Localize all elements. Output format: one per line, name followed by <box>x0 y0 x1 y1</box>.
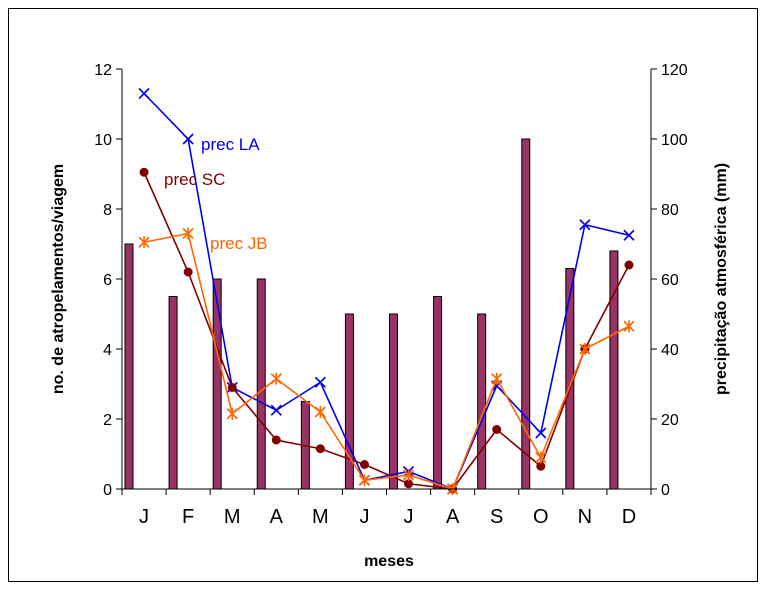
data-point <box>226 407 238 420</box>
bar <box>477 313 487 490</box>
y-tick-label-left: 0 <box>103 482 112 499</box>
x-tick-label: D <box>622 506 636 528</box>
series-label: prec JB <box>210 234 268 253</box>
data-point <box>315 444 325 454</box>
series-prec-jb: prec JB <box>138 227 635 495</box>
line-series: prec LA prec SC prec JB <box>138 87 635 495</box>
x-tick-label: M <box>312 506 329 528</box>
y-tick-label-right: 0 <box>661 482 670 499</box>
y-axis-title-right: precipitação atmosférica (mm) <box>713 163 730 395</box>
bar <box>124 243 134 490</box>
data-point <box>358 474 371 487</box>
data-point <box>314 406 326 418</box>
y-tick-label-left: 12 <box>94 62 112 79</box>
x-tick-label: O <box>533 506 549 528</box>
series-label: prec SC <box>164 170 225 189</box>
y-tick-label-right: 40 <box>661 342 679 359</box>
bar-series <box>124 138 619 490</box>
data-point <box>139 167 149 177</box>
bar <box>433 296 443 490</box>
y-tick-label-left: 8 <box>103 202 112 219</box>
data-point <box>535 451 547 464</box>
data-point <box>270 404 282 416</box>
data-point <box>270 372 282 385</box>
data-point <box>182 227 194 240</box>
chart-frame: prec LA prec SC prec JB 0 2 4 6 8 10 12 0 20 40 60 80… <box>8 8 758 582</box>
data-point <box>402 469 415 481</box>
data-point <box>536 461 546 471</box>
data-point <box>182 133 194 145</box>
y-tick-label-right: 120 <box>661 62 688 79</box>
data-point <box>359 460 369 469</box>
series-line <box>143 92 630 491</box>
data-point <box>623 229 635 241</box>
series-line <box>143 232 630 490</box>
data-point <box>491 372 503 385</box>
data-point <box>535 427 547 439</box>
y-tick-label-right: 60 <box>661 272 679 289</box>
x-tick-label: J <box>359 506 369 528</box>
x-tick-label: J <box>404 506 414 528</box>
bar <box>256 278 266 490</box>
data-point <box>227 383 237 392</box>
data-point <box>624 260 634 270</box>
x-tick-label: A <box>270 506 284 528</box>
y-tick-label-right: 80 <box>661 202 679 219</box>
data-point <box>492 425 502 434</box>
y-tick-label-right: 20 <box>661 412 679 429</box>
y-axis-title-left: no. de atropelamentos/viagem <box>50 164 67 394</box>
y-tick-label-left: 2 <box>103 412 112 429</box>
x-tick-label: J <box>139 506 149 528</box>
x-tick-label: F <box>182 506 194 528</box>
x-tick-label: A <box>446 506 460 528</box>
series-label: prec LA <box>201 135 260 154</box>
data-point <box>579 343 591 355</box>
data-point <box>404 479 414 489</box>
data-point <box>183 267 193 277</box>
bar <box>389 313 398 490</box>
bar <box>212 278 222 490</box>
data-point <box>623 320 635 333</box>
x-axis-title: meses <box>364 553 414 570</box>
x-tick-label: M <box>224 506 241 528</box>
bar <box>168 296 178 490</box>
y-tick-label-left: 4 <box>103 342 112 359</box>
data-point <box>314 376 326 388</box>
y-tick-label-left: 6 <box>103 272 112 289</box>
x-tick-label: S <box>490 506 503 528</box>
x-tick-label: N <box>578 506 592 528</box>
y-tick-label-left: 10 <box>94 132 112 149</box>
data-point <box>138 87 150 100</box>
series-line <box>143 171 630 490</box>
data-point <box>271 435 281 445</box>
data-point <box>579 219 591 231</box>
data-point <box>138 236 150 249</box>
y-tick-label-right: 100 <box>661 132 688 149</box>
